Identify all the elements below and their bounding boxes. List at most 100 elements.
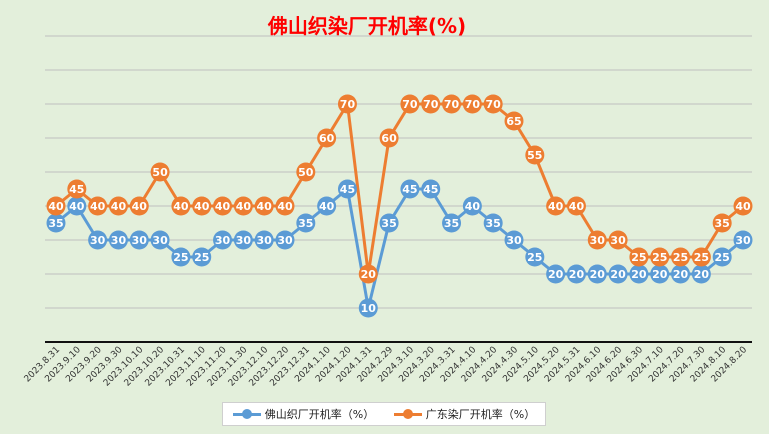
data-label: 20 bbox=[361, 268, 377, 281]
data-point bbox=[546, 196, 566, 216]
data-point bbox=[129, 230, 149, 250]
data-label: 40 bbox=[215, 200, 231, 213]
data-label: 20 bbox=[631, 268, 647, 281]
data-label: 50 bbox=[298, 166, 314, 179]
data-label: 35 bbox=[298, 217, 313, 230]
data-point bbox=[171, 247, 191, 267]
data-label: 25 bbox=[694, 251, 709, 264]
data-point bbox=[337, 94, 357, 114]
data-point bbox=[712, 213, 732, 233]
data-point bbox=[421, 94, 441, 114]
data-label: 25 bbox=[631, 251, 646, 264]
data-point bbox=[712, 247, 732, 267]
data-point bbox=[629, 247, 649, 267]
data-label: 60 bbox=[381, 132, 397, 145]
data-label: 45 bbox=[423, 183, 438, 196]
data-label: 20 bbox=[590, 268, 606, 281]
data-label: 70 bbox=[486, 98, 502, 111]
legend-marker-series-1 bbox=[232, 409, 261, 419]
data-label: 70 bbox=[423, 98, 439, 111]
data-point bbox=[608, 264, 628, 284]
data-label: 70 bbox=[465, 98, 481, 111]
data-point bbox=[462, 94, 482, 114]
data-label: 40 bbox=[735, 200, 751, 213]
data-point bbox=[525, 145, 545, 165]
data-point bbox=[691, 264, 711, 284]
data-point bbox=[192, 196, 212, 216]
data-label: 30 bbox=[215, 234, 231, 247]
data-point bbox=[442, 213, 462, 233]
data-point bbox=[67, 179, 87, 199]
data-point bbox=[671, 264, 691, 284]
legend-marker-series-2 bbox=[393, 409, 422, 419]
data-label: 30 bbox=[277, 234, 293, 247]
data-point bbox=[566, 264, 586, 284]
legend-item-series-1: 佛山织厂开机率（%） bbox=[232, 406, 374, 422]
data-point bbox=[192, 247, 212, 267]
data-point bbox=[317, 128, 337, 148]
data-label: 40 bbox=[319, 200, 335, 213]
data-point bbox=[108, 196, 128, 216]
data-label: 40 bbox=[173, 200, 189, 213]
data-label: 20 bbox=[548, 268, 564, 281]
data-point bbox=[671, 247, 691, 267]
data-label: 40 bbox=[111, 200, 127, 213]
data-point bbox=[379, 128, 399, 148]
data-point bbox=[546, 264, 566, 284]
data-label: 70 bbox=[444, 98, 460, 111]
data-label: 35 bbox=[48, 217, 63, 230]
data-point bbox=[213, 196, 233, 216]
data-label: 20 bbox=[652, 268, 668, 281]
data-point bbox=[629, 264, 649, 284]
data-label: 40 bbox=[236, 200, 252, 213]
data-label: 35 bbox=[486, 217, 501, 230]
data-label: 45 bbox=[69, 183, 84, 196]
data-label: 45 bbox=[402, 183, 417, 196]
data-label: 30 bbox=[506, 234, 522, 247]
data-point bbox=[608, 230, 628, 250]
data-point bbox=[442, 94, 462, 114]
data-label: 65 bbox=[506, 115, 521, 128]
chart-title: 佛山织染厂开机率(%) bbox=[267, 14, 467, 38]
data-label: 25 bbox=[527, 251, 542, 264]
data-point bbox=[587, 230, 607, 250]
data-label: 25 bbox=[173, 251, 188, 264]
data-point bbox=[275, 196, 295, 216]
data-label: 20 bbox=[610, 268, 626, 281]
data-label: 10 bbox=[361, 302, 377, 315]
data-point bbox=[317, 196, 337, 216]
data-point bbox=[296, 213, 316, 233]
data-point bbox=[587, 264, 607, 284]
series-line-1 bbox=[55, 187, 744, 310]
data-point bbox=[337, 179, 357, 199]
data-point bbox=[483, 94, 503, 114]
data-label: 70 bbox=[340, 98, 356, 111]
data-label: 20 bbox=[694, 268, 710, 281]
data-point bbox=[254, 196, 274, 216]
data-point bbox=[504, 111, 524, 131]
data-point bbox=[275, 230, 295, 250]
data-point bbox=[150, 230, 170, 250]
data-point bbox=[129, 196, 149, 216]
data-point bbox=[233, 196, 253, 216]
legend: 佛山织厂开机率（%） 广东染厂开机率（%） bbox=[222, 402, 546, 426]
data-point bbox=[483, 213, 503, 233]
data-label: 50 bbox=[152, 166, 168, 179]
data-label: 40 bbox=[194, 200, 210, 213]
data-point bbox=[421, 179, 441, 199]
data-label: 40 bbox=[569, 200, 585, 213]
data-point bbox=[733, 230, 753, 250]
data-point bbox=[379, 213, 399, 233]
data-point bbox=[650, 247, 670, 267]
data-point bbox=[691, 247, 711, 267]
data-label: 25 bbox=[194, 251, 209, 264]
data-label: 40 bbox=[277, 200, 293, 213]
data-label: 30 bbox=[132, 234, 148, 247]
data-label: 30 bbox=[610, 234, 626, 247]
data-point bbox=[46, 196, 66, 216]
data-label: 25 bbox=[652, 251, 667, 264]
data-label: 30 bbox=[111, 234, 127, 247]
legend-item-series-2: 广东染厂开机率（%） bbox=[393, 406, 535, 422]
